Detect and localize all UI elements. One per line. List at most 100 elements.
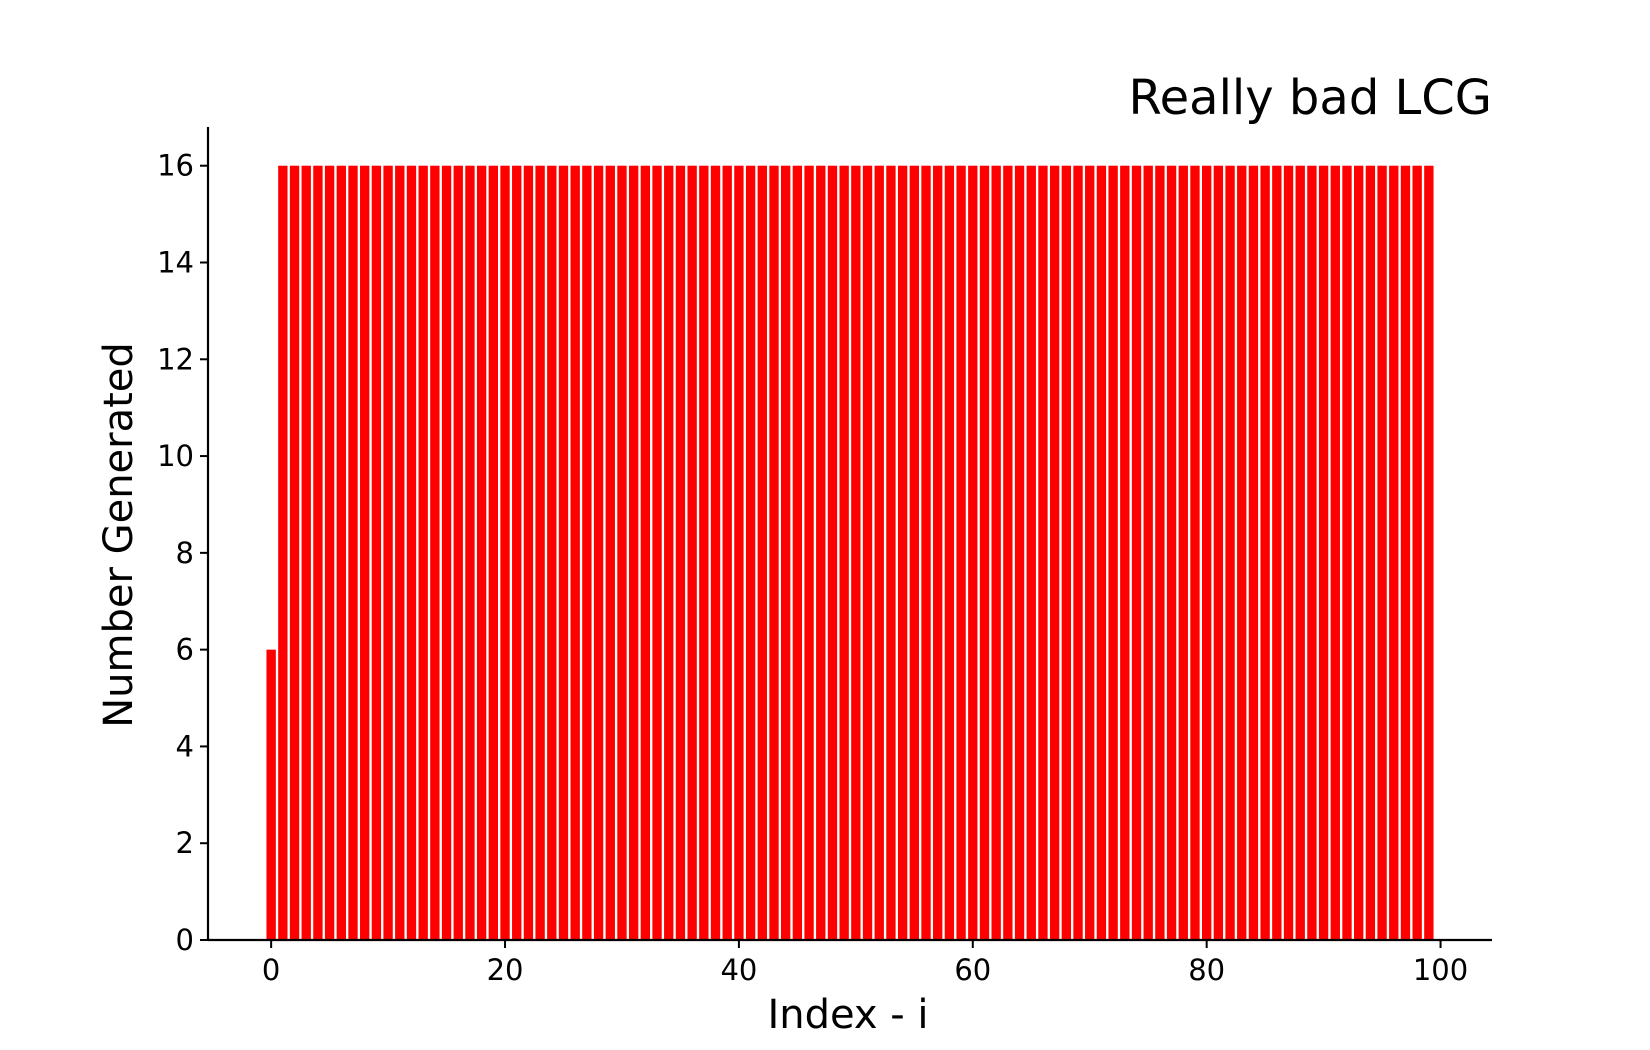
bar [897,165,908,940]
bar [874,165,884,940]
bar [336,165,346,940]
bar [547,165,557,940]
bar [652,165,662,940]
bar [886,165,896,940]
bar [816,165,826,940]
bar [1260,165,1270,940]
bar [1377,165,1387,940]
bar [512,165,522,940]
bar [1143,165,1153,940]
bar [1412,165,1422,940]
x-tick-label: 40 [720,953,757,987]
bar [535,165,545,940]
bar [640,165,651,940]
x-tick-label: 60 [954,953,991,987]
bar [757,165,767,940]
y-tick-label: 12 [157,342,194,376]
bar [944,165,955,940]
x-tick-label: 20 [487,953,524,987]
y-tick-label: 8 [176,536,194,570]
bar [523,165,534,940]
bar [430,165,440,940]
bar [839,165,849,940]
bar [1166,165,1177,940]
x-tick-label: 80 [1188,953,1225,987]
bar [1190,165,1200,940]
y-ticks-group: 0 2 4 6 8 10 12 14 16 [157,149,208,957]
bar [1365,165,1376,940]
y-tick-label: 14 [157,246,194,280]
bar [804,165,814,940]
bar [289,165,300,940]
bar [1213,165,1224,940]
bar [851,165,861,940]
bar [383,165,393,940]
bar [605,165,615,940]
y-tick-label: 2 [176,826,194,860]
x-axis-label: Index - i [767,992,928,1038]
bar [488,165,499,940]
bar [1049,165,1060,940]
bar [1108,165,1118,940]
bar [582,165,592,940]
y-tick-label: 16 [157,149,194,183]
bar [500,165,510,940]
bar [1096,165,1107,940]
bar [1400,165,1411,940]
bar [1225,165,1235,940]
bar [558,165,569,940]
bar [278,165,288,940]
bar [1120,165,1130,940]
bar [441,165,452,940]
bar [1283,165,1294,940]
bar [909,165,919,940]
bar [1307,165,1317,940]
bar [1201,165,1212,940]
y-tick-label: 10 [157,439,194,473]
bar [1342,165,1352,940]
bar [476,165,487,940]
bar [1178,165,1188,940]
bar [722,165,732,940]
x-tick-label: 100 [1413,953,1468,987]
bar [1155,165,1165,940]
bar [1014,165,1025,940]
bar [1237,165,1247,940]
bar [266,649,276,940]
bar [570,165,580,940]
bar [360,165,370,940]
bar [628,165,639,940]
y-tick-label: 4 [176,729,194,763]
bar [734,165,744,940]
bar [1085,165,1095,940]
bar [324,165,335,940]
bar [979,165,990,940]
bar [1272,165,1282,940]
chart-title: Really bad LCG [1128,70,1492,126]
bar [418,165,428,940]
bar [991,165,1001,940]
bar [664,165,674,940]
bar [1131,165,1142,940]
bar [1318,165,1329,940]
y-axis-label: Number Generated [96,342,142,728]
bar [1248,165,1259,940]
bar [406,165,417,940]
bar [348,165,358,940]
bar [956,165,966,940]
bar [769,165,779,940]
bar [1073,165,1083,940]
bar [827,165,838,940]
x-ticks-group: 0 20 40 60 80 100 [262,940,1468,987]
bar [453,165,463,940]
bar [1389,165,1399,940]
bar [395,165,405,940]
bar [781,165,791,940]
bars-group [266,165,1434,940]
bar [301,165,311,940]
bar [862,165,873,940]
bar [1026,165,1036,940]
bar [687,165,697,940]
bar [1061,165,1072,940]
